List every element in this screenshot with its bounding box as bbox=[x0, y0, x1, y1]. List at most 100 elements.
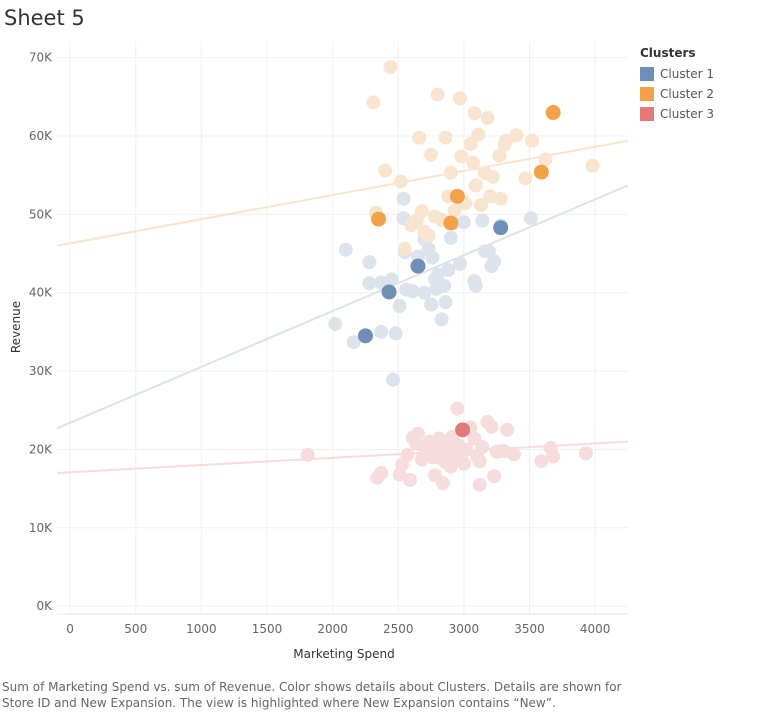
point-cluster-1[interactable] bbox=[424, 297, 439, 312]
point-cluster-3[interactable] bbox=[300, 447, 315, 462]
point-cluster-2[interactable] bbox=[525, 133, 540, 148]
point-cluster-2[interactable] bbox=[473, 197, 488, 212]
point-cluster-1[interactable] bbox=[425, 250, 440, 265]
legend-item-cluster-3[interactable]: Cluster 3 bbox=[640, 104, 714, 124]
point-cluster-2[interactable] bbox=[383, 60, 398, 75]
point-cluster-1[interactable] bbox=[443, 230, 458, 245]
legend-label: Cluster 1 bbox=[660, 67, 715, 81]
legend-item-cluster-1[interactable]: Cluster 1 bbox=[640, 64, 714, 84]
point-cluster-1[interactable] bbox=[523, 211, 538, 226]
point-cluster-2[interactable] bbox=[412, 130, 427, 145]
point-cluster-2[interactable] bbox=[438, 130, 453, 145]
point-cluster-2[interactable] bbox=[483, 189, 498, 204]
point-cluster-3[interactable] bbox=[403, 473, 418, 488]
point-cluster-1[interactable] bbox=[362, 255, 377, 270]
point-cluster-3[interactable] bbox=[374, 465, 389, 480]
point-cluster-2[interactable] bbox=[466, 155, 481, 170]
point-cluster-2[interactable] bbox=[468, 178, 483, 193]
point-cluster-2[interactable] bbox=[452, 91, 467, 106]
point-cluster-3[interactable] bbox=[400, 447, 415, 462]
highlighted-point-cluster-1[interactable] bbox=[357, 328, 373, 344]
point-cluster-2[interactable] bbox=[585, 158, 600, 173]
point-cluster-1[interactable] bbox=[392, 299, 407, 314]
legend-item-cluster-2[interactable]: Cluster 2 bbox=[640, 84, 714, 104]
point-cluster-2[interactable] bbox=[518, 171, 533, 186]
point-cluster-3[interactable] bbox=[459, 442, 474, 457]
point-cluster-1[interactable] bbox=[388, 326, 403, 341]
point-cluster-2[interactable] bbox=[509, 128, 524, 143]
point-cluster-1[interactable] bbox=[384, 272, 399, 287]
point-cluster-3[interactable] bbox=[487, 469, 502, 484]
point-cluster-2[interactable] bbox=[492, 148, 507, 163]
point-cluster-2[interactable] bbox=[471, 127, 486, 142]
point-cluster-2[interactable] bbox=[424, 147, 439, 162]
point-cluster-1[interactable] bbox=[338, 242, 353, 257]
point-cluster-2[interactable] bbox=[443, 165, 458, 180]
caption: Sum of Marketing Spend vs. sum of Revenu… bbox=[2, 680, 622, 710]
highlighted-point-cluster-1[interactable] bbox=[493, 220, 509, 236]
point-cluster-2[interactable] bbox=[393, 174, 408, 189]
point-cluster-2[interactable] bbox=[447, 203, 462, 218]
point-cluster-3[interactable] bbox=[500, 422, 515, 437]
point-cluster-2[interactable] bbox=[480, 111, 495, 126]
point-cluster-2[interactable] bbox=[467, 106, 482, 121]
point-cluster-3[interactable] bbox=[546, 449, 561, 464]
sheet-title: Sheet 5 bbox=[4, 6, 85, 30]
point-cluster-1[interactable] bbox=[437, 278, 452, 293]
point-cluster-1[interactable] bbox=[417, 285, 432, 300]
point-cluster-1[interactable] bbox=[374, 324, 389, 339]
data-points[interactable] bbox=[300, 60, 600, 492]
point-cluster-2[interactable] bbox=[454, 149, 469, 164]
highlighted-point-cluster-1[interactable] bbox=[381, 284, 397, 300]
point-cluster-1[interactable] bbox=[468, 278, 483, 293]
point-cluster-3[interactable] bbox=[472, 477, 487, 492]
highlighted-point-cluster-2[interactable] bbox=[533, 164, 549, 180]
point-cluster-1[interactable] bbox=[487, 254, 502, 269]
highlighted-point-cluster-1[interactable] bbox=[410, 258, 426, 274]
point-cluster-3[interactable] bbox=[410, 426, 425, 441]
point-cluster-2[interactable] bbox=[463, 136, 478, 151]
point-cluster-1[interactable] bbox=[456, 215, 471, 230]
point-cluster-3[interactable] bbox=[506, 447, 521, 462]
point-cluster-1[interactable] bbox=[405, 284, 420, 299]
point-cluster-3[interactable] bbox=[435, 476, 450, 491]
point-cluster-1[interactable] bbox=[328, 317, 343, 332]
point-cluster-1[interactable] bbox=[396, 191, 411, 206]
y-axis-ticks: 0K 10K 20K 30K 40K 50K 60K 70K bbox=[29, 51, 53, 613]
point-cluster-1[interactable] bbox=[452, 256, 467, 271]
point-cluster-2[interactable] bbox=[378, 163, 393, 178]
point-cluster-2[interactable] bbox=[430, 87, 445, 102]
point-cluster-2[interactable] bbox=[397, 241, 412, 256]
point-cluster-1[interactable] bbox=[386, 372, 401, 387]
highlighted-point-cluster-2[interactable] bbox=[443, 215, 459, 231]
point-cluster-3[interactable] bbox=[534, 454, 549, 469]
highlighted-point-cluster-3[interactable] bbox=[455, 422, 471, 438]
point-cluster-2[interactable] bbox=[414, 204, 429, 219]
y-tick-label: 40K bbox=[29, 286, 53, 300]
point-cluster-3[interactable] bbox=[472, 454, 487, 469]
point-cluster-1[interactable] bbox=[438, 295, 453, 310]
point-cluster-2[interactable] bbox=[498, 133, 513, 148]
legend: Clusters Cluster 1 Cluster 2 Cluster 3 bbox=[640, 46, 714, 124]
point-cluster-1[interactable] bbox=[346, 335, 361, 350]
point-cluster-3[interactable] bbox=[450, 401, 465, 416]
point-cluster-2[interactable] bbox=[485, 169, 500, 184]
point-cluster-2[interactable] bbox=[493, 191, 508, 206]
highlighted-point-cluster-2[interactable] bbox=[449, 188, 465, 204]
highlighted-point-cluster-2[interactable] bbox=[545, 105, 561, 121]
point-cluster-3[interactable] bbox=[484, 419, 499, 434]
point-cluster-1[interactable] bbox=[362, 276, 377, 291]
point-cluster-2[interactable] bbox=[538, 152, 553, 167]
point-cluster-2[interactable] bbox=[366, 95, 381, 110]
point-cluster-2[interactable] bbox=[421, 228, 436, 243]
point-cluster-3[interactable] bbox=[496, 444, 511, 459]
point-cluster-3[interactable] bbox=[578, 446, 593, 461]
highlighted-point-cluster-2[interactable] bbox=[371, 211, 387, 227]
point-cluster-1[interactable] bbox=[430, 267, 445, 282]
point-cluster-3[interactable] bbox=[456, 456, 471, 471]
point-cluster-1[interactable] bbox=[434, 312, 449, 327]
point-cluster-3[interactable] bbox=[475, 440, 490, 455]
point-cluster-1[interactable] bbox=[475, 213, 490, 228]
point-cluster-1[interactable] bbox=[441, 263, 456, 278]
